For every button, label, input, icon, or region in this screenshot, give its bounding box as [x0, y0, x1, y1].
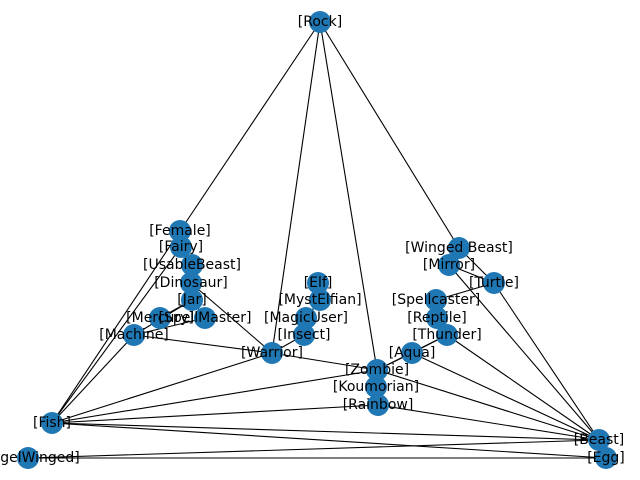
node-turtle — [483, 272, 505, 294]
node-fairy — [170, 236, 192, 258]
node-mercury — [149, 307, 171, 329]
edge-rock-female — [179, 21, 321, 232]
node-fish — [41, 412, 63, 434]
edge-machine-fish — [51, 334, 135, 424]
node-spellcaster — [425, 289, 447, 311]
edge-aqua-beast — [411, 352, 600, 441]
node-zombie — [366, 359, 388, 381]
node-jar — [181, 289, 203, 311]
node-egg — [595, 447, 617, 469]
node-label-egg: [Egg] — [587, 450, 625, 466]
edge-turtle-beast — [493, 282, 600, 441]
node-label-mystelfian: [MystElfian] — [278, 292, 361, 308]
node-label-fish: [Fish] — [33, 415, 71, 431]
node-label-wingedbeast: [Winged Beast] — [405, 240, 513, 256]
node-label-female: [Female] — [149, 223, 211, 239]
edge-rock-warrior — [271, 21, 321, 354]
edge-mirror-beast — [448, 264, 600, 441]
edge-fish-zombie — [51, 369, 378, 424]
node-label-warrior: [Warrior] — [241, 345, 303, 361]
node-label-elf: [Elf] — [304, 275, 333, 291]
node-aqua — [401, 342, 423, 364]
node-dinosaur — [180, 272, 202, 294]
node-wingedbeast — [448, 237, 470, 259]
node-rock — [309, 11, 331, 33]
edge-rock-zombie — [319, 21, 378, 371]
node-label-thunder: [Thunder] — [412, 327, 481, 343]
node-rainbow — [367, 394, 389, 416]
node-reptile — [426, 307, 448, 329]
edge-rock-wingedbeast — [319, 21, 460, 249]
edge-angelwinged-beast — [27, 439, 600, 459]
node-label-machine: [Machine] — [99, 327, 169, 343]
edge-fairy-fish — [51, 246, 182, 424]
node-elf — [307, 272, 329, 294]
node-label-aqua: [Aqua] — [389, 345, 436, 361]
edge-warrior-fish — [51, 352, 273, 424]
node-label-rock: [Rock] — [298, 14, 342, 30]
edge-zombie-beast — [376, 369, 600, 441]
node-label-zombie: [Zombie] — [345, 362, 409, 378]
node-label-spellmaster: [SpellMaster] — [159, 310, 252, 326]
edge-machine-spellmaster — [133, 317, 206, 336]
node-label-angelwinged: [AngelWinged] — [0, 450, 80, 466]
node-label-magicuser: [MagicUser] — [264, 310, 348, 326]
node-thunder — [436, 324, 458, 346]
node-mirror — [438, 254, 460, 276]
edge-machine-warrior — [133, 334, 273, 354]
node-label-mercury: [Mercury] — [126, 310, 194, 326]
edge-female-fish — [51, 230, 181, 424]
node-beast — [588, 429, 610, 451]
node-angelwinged — [17, 447, 39, 469]
node-label-spellcaster: [Spellcaster] — [392, 292, 481, 308]
node-label-reptile: [Reptile] — [407, 310, 466, 326]
node-label-jar: [Jar] — [177, 292, 206, 308]
edge-fish-beast — [51, 422, 600, 441]
node-usablebeast — [181, 254, 203, 276]
node-label-beast: [Beast] — [574, 432, 625, 448]
node-mystelfian — [309, 289, 331, 311]
edge-warrior-zombie — [271, 352, 378, 371]
node-label-fairy: [Fairy] — [159, 239, 203, 255]
node-label-koumorian: [Koumorian] — [333, 379, 419, 395]
node-label-insect: [Insect] — [277, 327, 330, 343]
node-label-rainbow: [Rainbow] — [343, 397, 414, 413]
node-spellmaster — [194, 307, 216, 329]
edge-fish-rainbow — [51, 404, 379, 424]
node-magicuser — [295, 307, 317, 329]
edge-thunder-beast — [446, 334, 600, 441]
node-insect — [293, 324, 315, 346]
edge-rainbow-beast — [377, 404, 600, 441]
node-label-usablebeast: [UsableBeast] — [143, 257, 241, 273]
edge-dinosaur-warrior — [190, 282, 273, 354]
edge-fish-egg — [51, 422, 607, 459]
node-label-dinosaur: [Dinosaur] — [154, 275, 228, 291]
node-label-turtle: [Turtle] — [469, 275, 519, 291]
graph-labels: [Rock] [Female][Fairy] [UsableBeast] [Dinos… — [0, 14, 625, 466]
node-warrior — [261, 342, 283, 364]
graph-nodes — [17, 11, 617, 469]
node-machine — [123, 324, 145, 346]
node-label-mirror: [Mirror] — [423, 257, 475, 273]
node-koumorian — [365, 376, 387, 398]
node-female — [169, 220, 191, 242]
